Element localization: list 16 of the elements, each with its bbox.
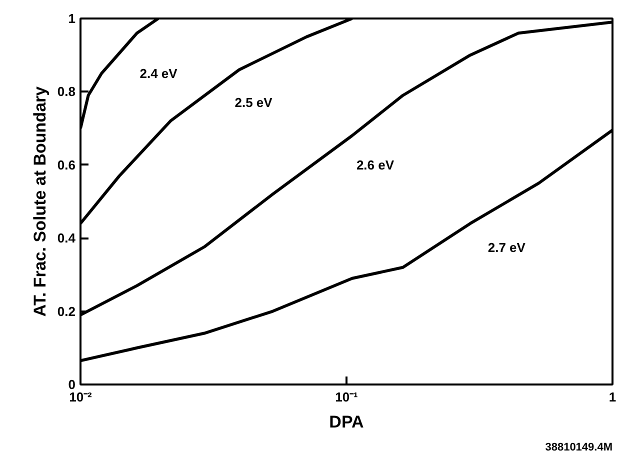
y-tick-label: 0.4 [57, 230, 76, 246]
y-tick-label: 0.2 [57, 304, 76, 319]
series-label: 2.6 eV [356, 157, 394, 172]
x-tick-label: 10⁻¹ [335, 390, 358, 404]
y-axis-title: AT. Frac. Solute at Boundary [30, 86, 50, 317]
text: 38810149.4M [545, 442, 613, 454]
x-axis-title: DPA [329, 412, 364, 432]
series-label: 2.7 eV [488, 240, 526, 255]
y-tick-label: 0 [68, 377, 76, 392]
x-tick-label: 10⁻² [69, 390, 93, 404]
y-tick-label: 0.6 [57, 157, 76, 172]
x-tick-label: 1 [608, 390, 616, 404]
y-tick-label: 0.8 [57, 84, 76, 100]
series-label: 2.5 eV [234, 95, 273, 110]
y-tick-label: 1 [68, 11, 76, 26]
series-label: 2.4 eV [140, 66, 178, 81]
